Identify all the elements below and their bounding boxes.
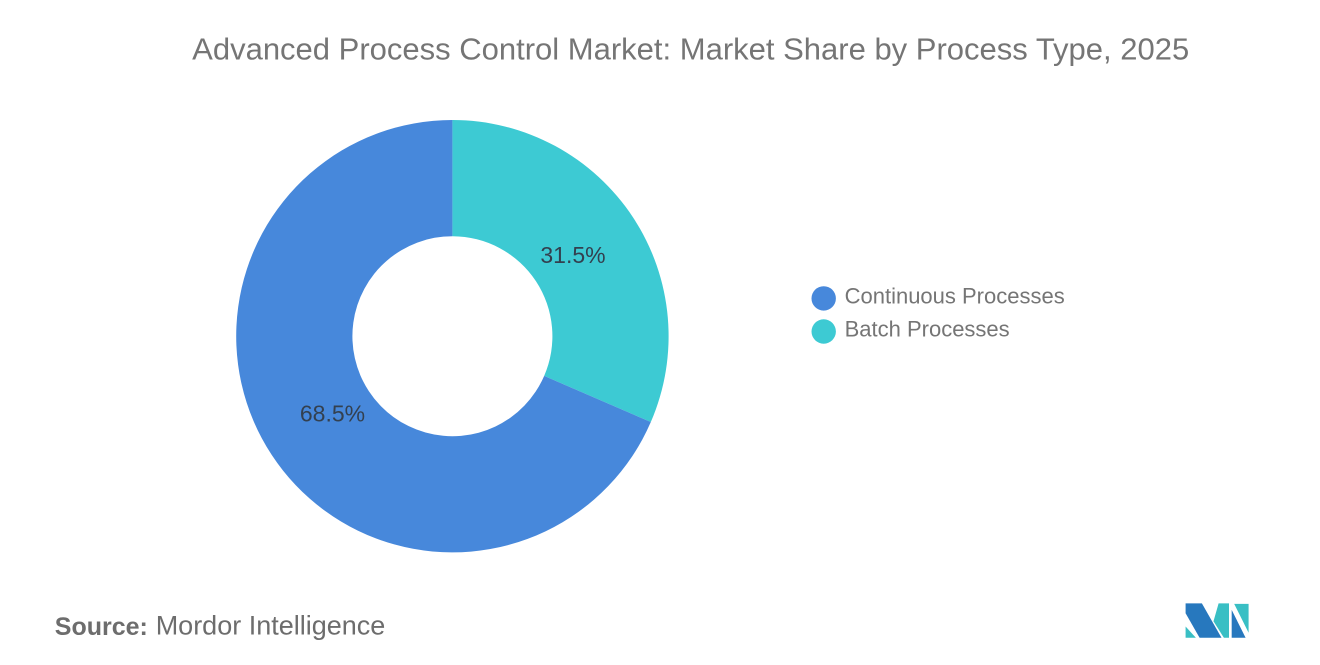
svg-text:68.5%: 68.5% [300,400,365,426]
svg-text:31.5%: 31.5% [540,242,605,268]
svg-text:Mordor Intelligence: Mordor Intelligence [156,611,386,641]
svg-text:Batch Processes: Batch Processes [845,317,1010,342]
svg-text:Advanced Process Control Marke: Advanced Process Control Market: Market … [192,32,1189,67]
svg-text:Continuous Processes: Continuous Processes [845,284,1065,309]
svg-text:Source:: Source: [55,613,148,641]
